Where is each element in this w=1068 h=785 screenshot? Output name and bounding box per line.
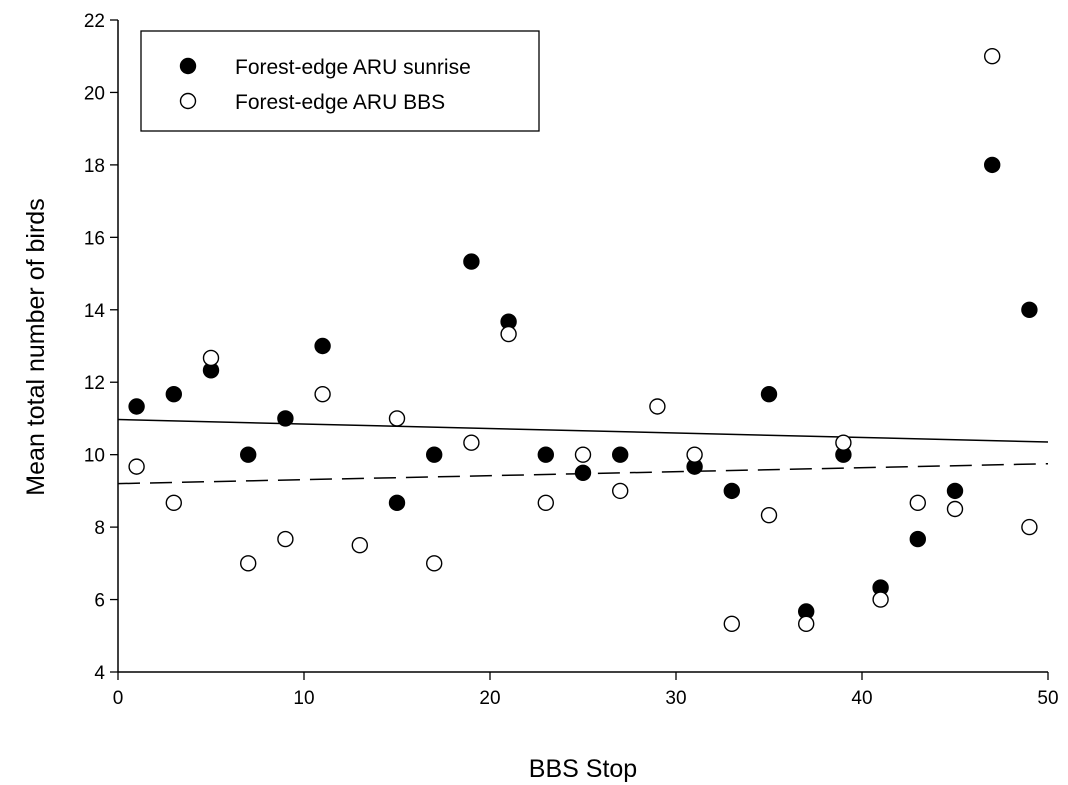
x-axis-title: BBS Stop [529, 755, 637, 783]
data-point-bbs [165, 494, 183, 512]
legend-label-sunrise: Forest-edge ARU sunrise [235, 56, 471, 79]
data-point-bbs [872, 591, 889, 608]
x-tick-label: 30 [665, 688, 686, 709]
data-point-bbs [537, 494, 554, 512]
data-point-bbs [314, 385, 331, 403]
data-point-bbs [426, 555, 443, 572]
axis-ticks: 0 10 20 30 40 50 4 6 8 10 12 14 16 18 20 22 [84, 11, 1059, 709]
data-point-bbs [500, 325, 517, 343]
y-tick-label: 22 [84, 11, 105, 32]
data-point-sunrise [388, 494, 406, 512]
legend-marker-sunrise [179, 57, 197, 75]
data-point-sunrise [612, 446, 629, 463]
y-tick-label: 4 [94, 663, 105, 684]
x-tick-label: 40 [851, 688, 872, 709]
data-point-sunrise [984, 156, 1001, 174]
data-point-sunrise [165, 385, 183, 403]
y-tick-label: 6 [94, 591, 105, 612]
y-tick-label: 10 [84, 446, 105, 467]
data-point-bbs [946, 500, 964, 518]
data-point-sunrise [574, 464, 592, 481]
y-tick-label: 20 [84, 83, 105, 104]
legend-box [140, 30, 540, 132]
data-point-sunrise [760, 385, 778, 403]
data-point-sunrise [723, 482, 740, 500]
x-tick-label: 0 [113, 688, 124, 709]
legend-marker-bbs [179, 92, 197, 110]
data-point-sunrise [128, 398, 145, 415]
data-point-sunrise [426, 446, 443, 463]
data-point-bbs [1021, 518, 1038, 536]
data-point-bbs [649, 398, 666, 415]
data-point-sunrise [946, 482, 964, 500]
data-point-bbs [463, 434, 480, 451]
data-point-bbs [202, 349, 220, 367]
data-point-bbs [984, 48, 1001, 65]
data-point-sunrise [909, 530, 926, 548]
data-point-sunrise [277, 410, 294, 427]
x-tick-label: 20 [479, 688, 500, 709]
y-tick-label: 14 [84, 301, 106, 322]
y-tick-label: 16 [84, 228, 105, 249]
y-axis-title: Mean total number of birds [22, 198, 50, 495]
data-point-bbs [128, 458, 145, 475]
x-tick-label: 50 [1037, 688, 1058, 709]
data-point-bbs [760, 506, 778, 524]
data-point-sunrise [537, 446, 554, 463]
data-point-bbs [351, 537, 368, 554]
data-point-bbs [239, 555, 257, 572]
data-point-sunrise [314, 337, 331, 355]
data-point-sunrise [463, 253, 480, 270]
data-point-bbs [686, 446, 703, 463]
trend-line-sunrise [117, 418, 1049, 443]
data-points [128, 48, 1038, 633]
y-tick-label: 12 [84, 373, 105, 394]
data-point-bbs [798, 615, 815, 633]
plot-area [117, 20, 1048, 673]
data-point-sunrise [239, 446, 257, 463]
data-point-bbs [612, 482, 629, 500]
y-tick-label: 18 [84, 156, 105, 177]
data-point-bbs [388, 410, 406, 427]
legend: Forest-edge ARU sunrise Forest-edge ARU … [140, 30, 540, 132]
x-tick-label: 10 [293, 688, 314, 709]
data-point-bbs [835, 434, 852, 451]
data-point-bbs [277, 530, 294, 548]
data-point-bbs [574, 446, 592, 463]
data-point-sunrise [1021, 301, 1038, 318]
data-point-bbs [723, 615, 740, 633]
data-point-bbs [909, 494, 926, 512]
y-tick-label: 8 [94, 518, 105, 539]
legend-label-bbs: Forest-edge ARU BBS [235, 91, 445, 114]
